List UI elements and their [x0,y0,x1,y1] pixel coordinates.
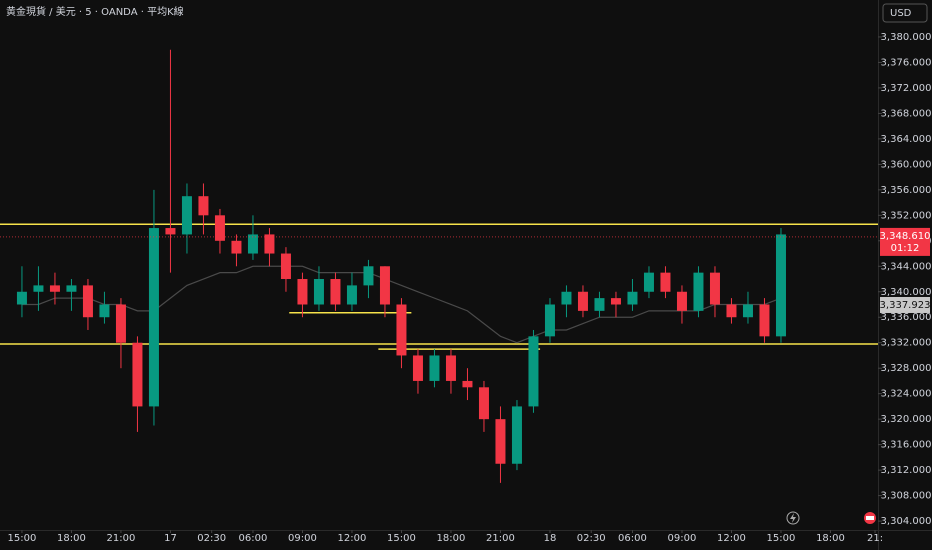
candle-body [445,355,456,381]
candle-body [693,272,704,311]
candle-body [346,285,357,305]
y-tick-label: 3,332.000 [881,338,932,349]
y-tick-label: 3,356.000 [881,185,932,196]
candle-body [478,387,489,420]
x-tick-label: 18:00 [57,533,86,544]
candle-body [16,291,27,305]
x-tick-label: 18:00 [816,533,845,544]
y-tick-label: 3,312.000 [881,465,932,476]
moving-average [21,265,782,344]
candle-body [627,291,638,305]
candle-body [231,240,242,254]
y-tick-label: 3,340.000 [881,287,932,298]
candle-body [115,304,126,343]
x-tick-label: 18:00 [437,533,466,544]
candle-body [775,234,786,337]
candle-body [247,234,258,254]
candle-body [759,304,770,337]
alert-icon[interactable] [786,511,800,525]
price-tag-label: 3,348.610 [880,231,931,242]
y-tick-label: 3,328.000 [881,363,932,374]
x-tick-label: 06:00 [618,533,647,544]
candle-body [148,228,159,407]
y-tick-label: 3,316.000 [881,440,932,451]
candle-body [594,298,605,311]
y-tick-label: 3,320.000 [881,414,932,425]
candle-body [660,272,671,292]
y-tick-label: 3,376.000 [881,57,932,68]
candle-body [462,380,473,388]
candle-body [429,355,440,381]
price-tag-timer: 01:12 [891,243,920,254]
candle-body [495,419,506,464]
candle-body [181,196,192,235]
y-tick-label: 3,368.000 [881,108,932,119]
y-tick-label: 3,336.000 [881,312,932,323]
candle-body [643,272,654,292]
x-tick-label: 21:00 [486,533,515,544]
candle-body [49,285,60,292]
candle-body [544,304,555,337]
currency-button[interactable] [882,3,928,23]
price-tag-label: 3,337.923 [880,300,931,311]
y-tick-label: 3,308.000 [881,491,932,502]
x-tick-label: 09:00 [668,533,697,544]
candle-body [33,285,44,292]
y-tick-label: 3,304.000 [881,516,932,527]
y-tick-label: 3,324.000 [881,389,932,400]
candle-body [676,291,687,311]
x-tick-label: 18 [544,533,557,544]
price-tag [880,227,930,256]
y-tick-label: 3,360.000 [881,159,932,170]
candle-body [363,266,374,286]
candle-body [297,279,308,305]
chart-title: 黄金現貨 / 美元 · 5 · OANDA · 平均K線 [6,5,184,18]
candle-body [577,291,588,311]
candle-body [726,304,737,318]
x-tick-label: 02:30 [577,533,606,544]
y-tick-label: 3,380.000 [881,32,932,43]
candle-body [561,291,572,305]
x-tick-label: 17 [164,533,177,544]
candle-body [214,215,225,241]
candle-body [330,279,341,305]
candle-body [511,406,522,464]
y-tick-label: 3,372.000 [881,83,932,94]
x-tick-label: 12:00 [338,533,367,544]
x-tick-label: 21:00 [107,533,136,544]
x-tick-label: 15:00 [767,533,796,544]
x-tick-label: 12:00 [717,533,746,544]
y-tick-label: 3,352.000 [881,210,932,221]
candle-body [264,234,275,254]
x-tick-label: 06:00 [239,533,268,544]
y-tick-label: 3,364.000 [881,134,932,145]
y-tick-label: 3,344.000 [881,261,932,272]
price-tag [880,296,930,313]
candle-body [396,304,407,356]
x-tick-label: 02:30 [197,533,226,544]
candle-body [742,304,753,318]
candle-body [610,298,621,305]
candle-body [99,304,110,318]
x-tick-label: 21: [867,533,883,544]
candle-body [198,196,209,216]
candle-body [412,355,423,381]
candle-body [66,285,77,292]
candle-body [165,228,176,235]
candle-body [709,272,720,305]
candle-body [132,342,143,407]
candle-body [82,285,93,318]
candle-body [313,279,324,305]
candle-body [379,266,390,305]
candle-body [280,253,291,280]
currency-label: USD [890,8,912,19]
candle-body [528,336,539,407]
x-tick-label: 15:00 [387,533,416,544]
x-tick-label: 15:00 [8,533,37,544]
logo-icon[interactable] [864,512,876,524]
x-tick-label: 09:00 [288,533,317,544]
